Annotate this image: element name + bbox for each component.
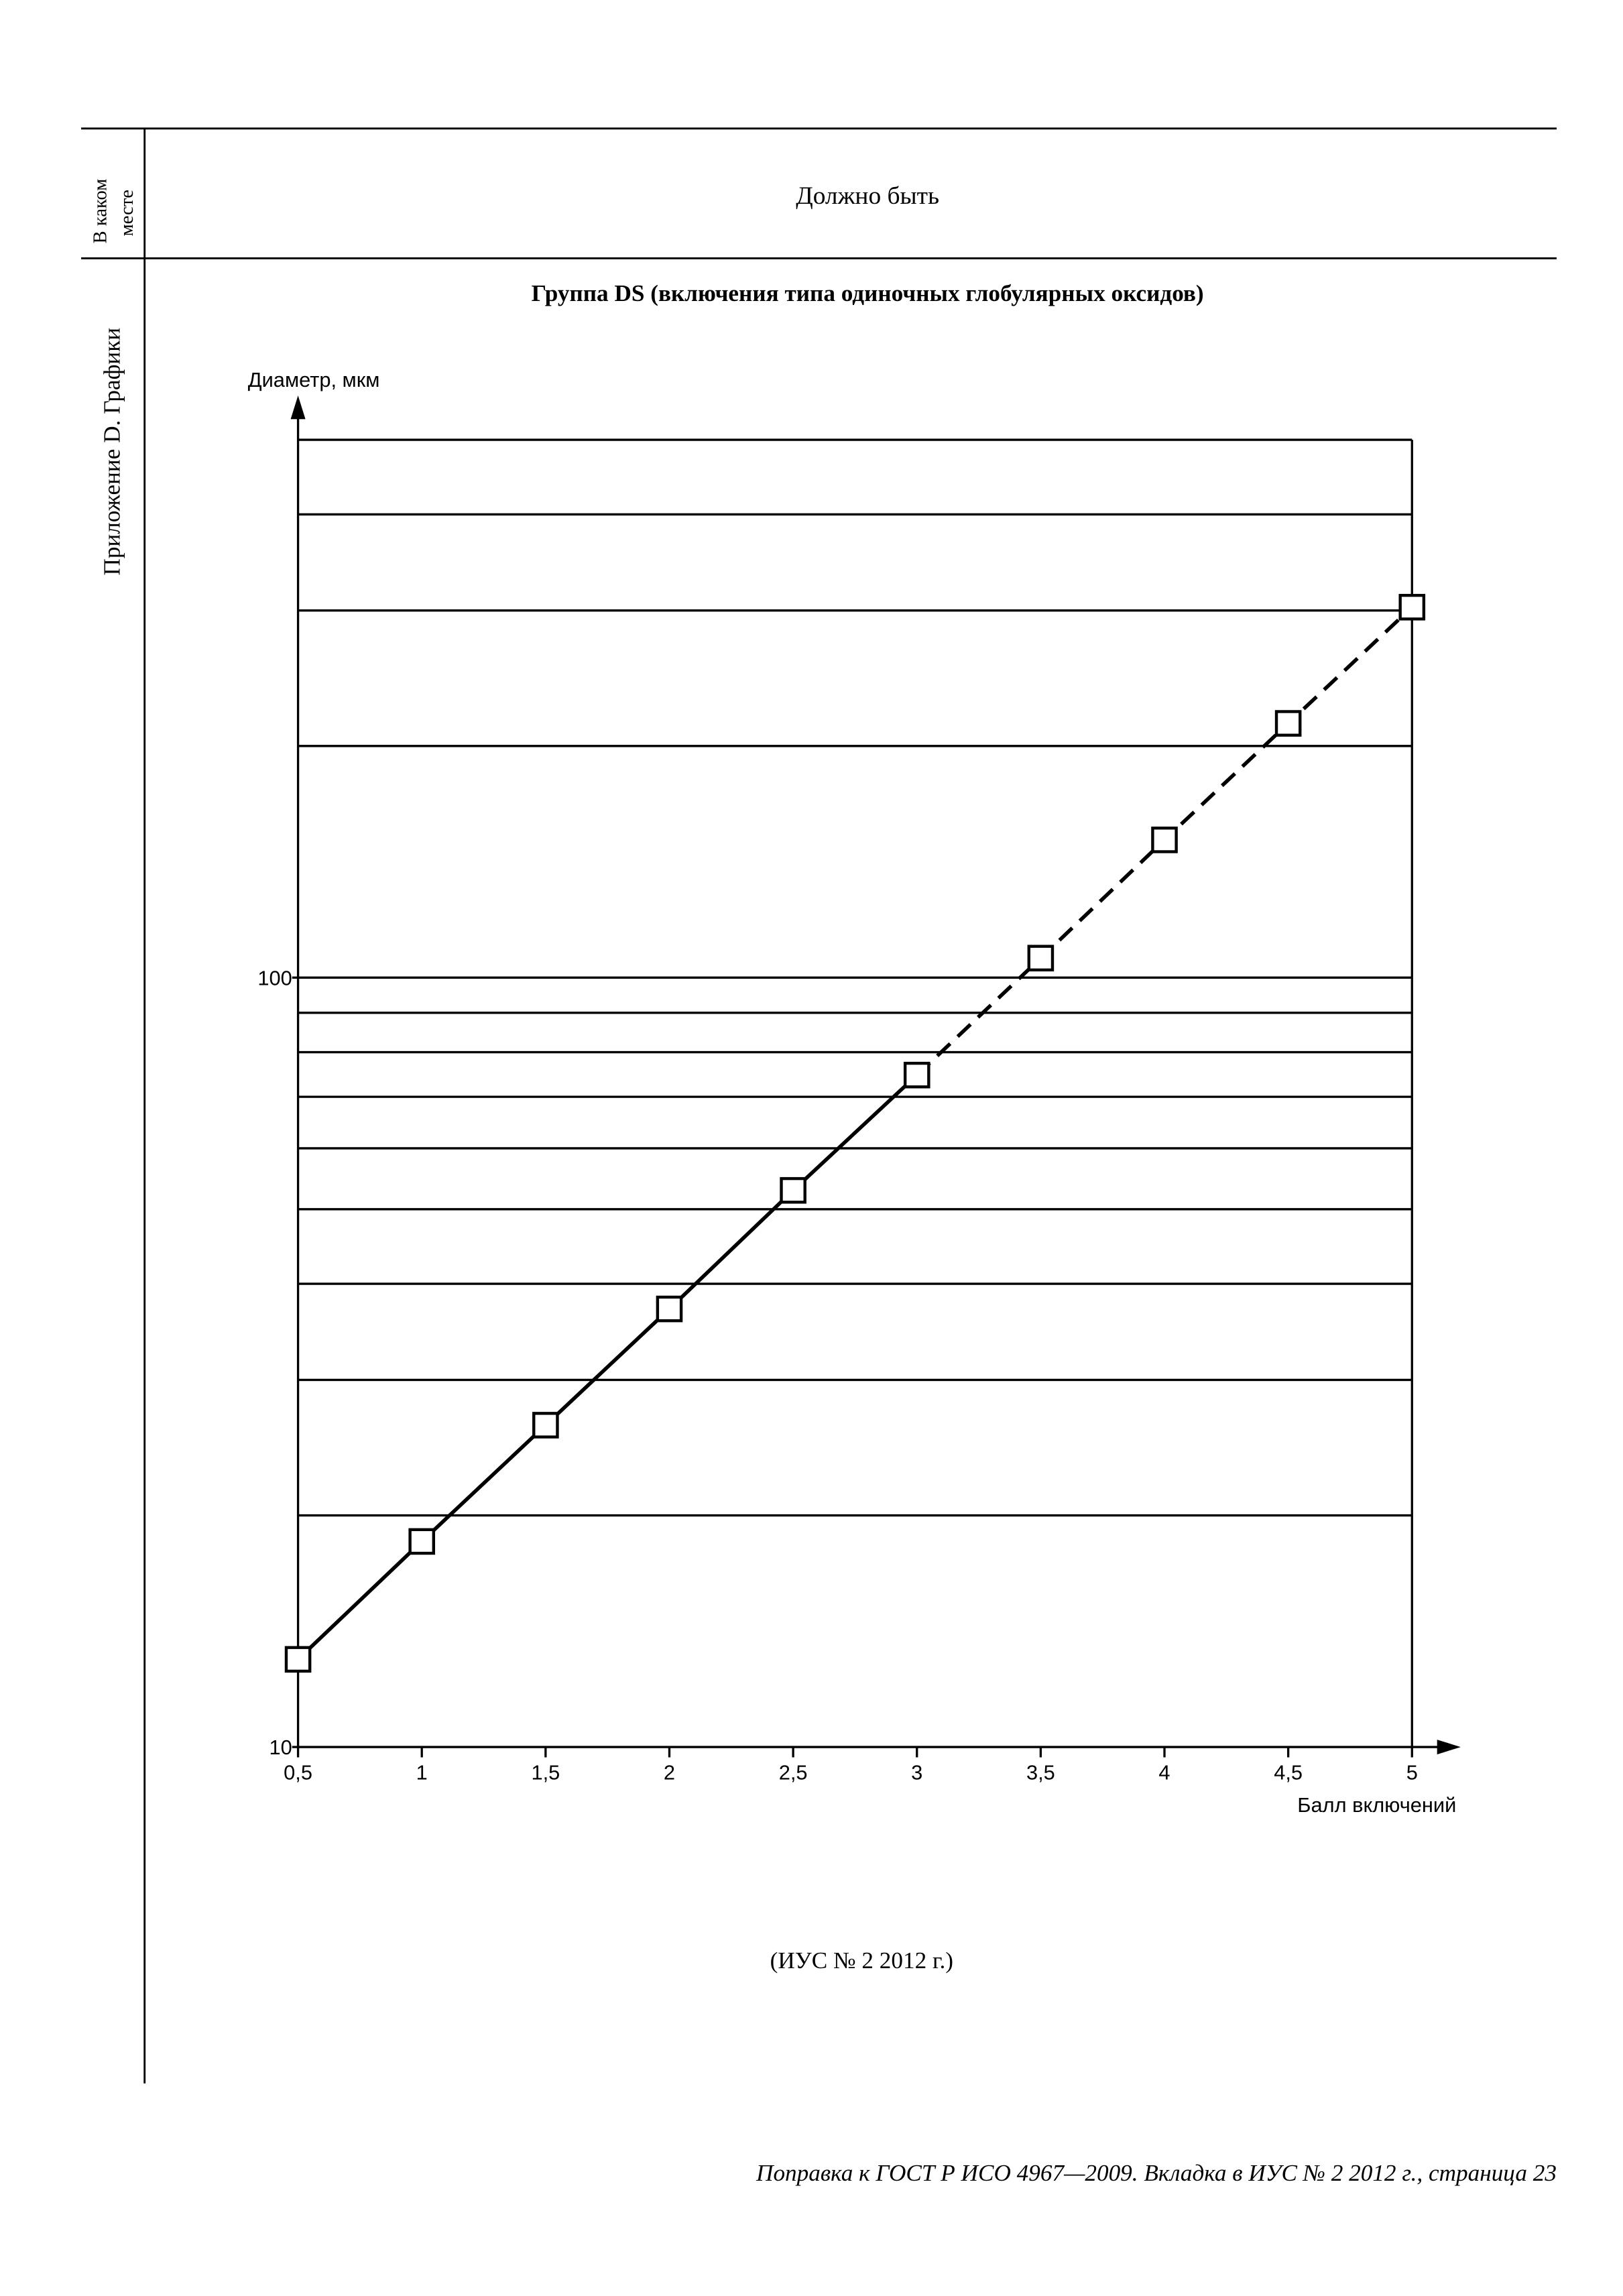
line-solid bbox=[296, 1073, 918, 1661]
x-tick-label: 2 bbox=[664, 1760, 675, 1784]
x-axis-arrow bbox=[1437, 1740, 1461, 1755]
x-tick-label: 3,5 bbox=[1026, 1760, 1055, 1784]
y-axis-arrow bbox=[290, 396, 306, 420]
footer: Поправка к ГОСТ Р ИСО 4967—2009. Вкладка… bbox=[756, 2160, 1557, 2186]
x-tick-label: 3 bbox=[911, 1760, 922, 1784]
marker bbox=[1027, 945, 1055, 972]
x-tick-label: 0,5 bbox=[284, 1760, 312, 1784]
marker bbox=[284, 1646, 312, 1673]
x-tick-label: 4 bbox=[1158, 1760, 1170, 1784]
y-tick-label: 100 bbox=[257, 966, 292, 989]
x-tick-label: 2,5 bbox=[779, 1760, 808, 1784]
chart-title: Группа DS (включения типа одиночных глоб… bbox=[532, 280, 1204, 306]
marker bbox=[1274, 710, 1302, 737]
marker bbox=[903, 1061, 930, 1089]
marker bbox=[1398, 593, 1426, 621]
header-should-be: Должно быть bbox=[796, 182, 939, 210]
y-tick-label: 10 bbox=[269, 1736, 292, 1759]
section-label: Приложение D. Графики bbox=[99, 328, 125, 576]
x-tick-label: 4,5 bbox=[1274, 1760, 1303, 1784]
x-tick-label: 1,5 bbox=[531, 1760, 560, 1784]
marker bbox=[780, 1176, 806, 1204]
x-tick-label: 5 bbox=[1406, 1760, 1418, 1784]
y-axis-label: Диаметр, мкм bbox=[248, 368, 380, 391]
x-tick-label: 1 bbox=[416, 1760, 428, 1784]
marker bbox=[656, 1295, 683, 1323]
x-axis-label: Балл включений bbox=[1297, 1793, 1456, 1817]
marker bbox=[532, 1412, 559, 1439]
note: (ИУС № 2 2012 г.) bbox=[770, 1947, 953, 1974]
marker bbox=[408, 1528, 436, 1555]
header-where: месте bbox=[117, 190, 137, 236]
marker bbox=[1151, 827, 1178, 853]
header-where: В каком bbox=[90, 179, 111, 244]
